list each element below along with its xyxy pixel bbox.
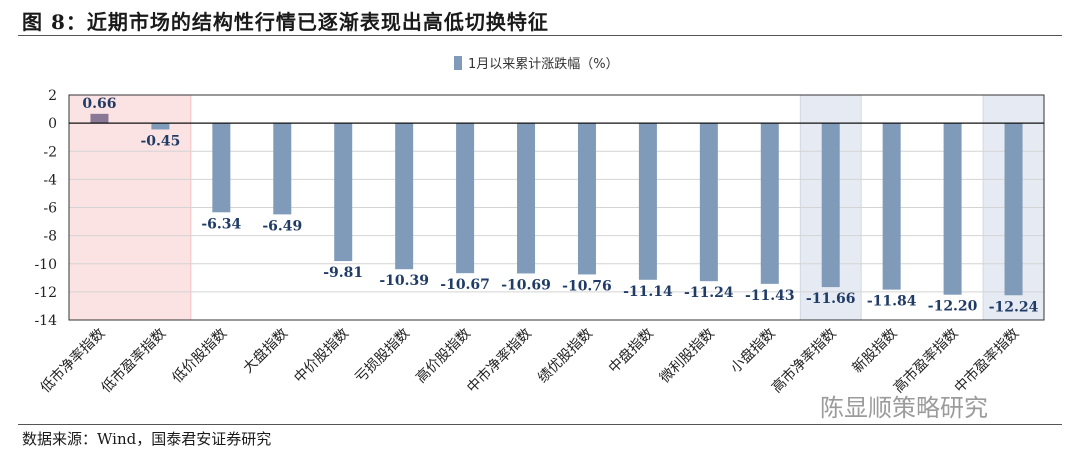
data-label: -6.49	[262, 218, 302, 234]
bar	[638, 123, 657, 280]
bar	[517, 123, 536, 274]
bar	[334, 123, 353, 262]
bar	[395, 123, 414, 270]
top-rule	[18, 35, 1062, 36]
y-tick-label: -12	[34, 285, 57, 301]
data-label: -11.43	[745, 288, 795, 304]
y-tick-label: -14	[34, 313, 57, 329]
category-label: 绩优股指数	[535, 326, 596, 387]
category-label: 新股指数	[850, 326, 901, 377]
y-tick-label: 0	[48, 116, 57, 132]
data-label: -11.14	[623, 284, 673, 300]
category-label: 中盘指数	[605, 325, 657, 377]
watermark: 陈显顺策略研究	[820, 394, 988, 422]
bar	[151, 123, 170, 130]
legend-label: 1月以来累计涨跌幅（%）	[468, 56, 619, 72]
bar	[699, 123, 718, 282]
data-label: 0.66	[82, 96, 116, 112]
category-label: 低价股指数	[169, 326, 230, 387]
data-label: -12.20	[928, 299, 978, 315]
category-label: 微利股指数	[657, 326, 718, 387]
category-label: 中市盈率指数	[951, 325, 1022, 396]
bottom-rule	[18, 424, 1062, 425]
bar	[273, 123, 292, 215]
y-tick-label: -4	[43, 172, 57, 188]
bar	[1004, 123, 1023, 296]
y-tick-label: -8	[43, 229, 57, 245]
data-label: -10.39	[379, 273, 429, 289]
y-tick-label: -6	[43, 201, 57, 217]
category-label: 高市盈率指数	[890, 325, 961, 396]
bar-chart: 2 0 -2 -4 -6 -8 -10 -12 -14 0.66 低市净率指数 -0.45 低市盈率指数…	[34, 56, 1045, 396]
bar	[212, 123, 231, 213]
category-label: 中价股指数	[291, 326, 352, 387]
data-label: -0.45	[140, 133, 180, 149]
data-label: -10.67	[440, 277, 490, 293]
bar	[760, 123, 779, 284]
bar	[456, 123, 475, 274]
data-label: -10.76	[562, 278, 612, 294]
bar	[821, 123, 840, 288]
y-tick-label: 2	[48, 88, 57, 104]
category-label: 低市净率指数	[37, 325, 108, 396]
category-label: 高价股指数	[412, 325, 474, 387]
data-label: -6.34	[201, 216, 241, 232]
data-label: -9.81	[323, 265, 363, 281]
legend-swatch	[454, 56, 462, 70]
data-label: -12.24	[989, 299, 1039, 315]
category-label: 亏损股指数	[352, 326, 413, 387]
plot-frame	[68, 94, 1045, 321]
data-label: -11.24	[684, 285, 734, 301]
figure-title: 图 8：近期市场的结构性行情已逐渐表现出高低切换特征	[22, 10, 549, 34]
source-note: 数据来源：Wind，国泰君安证券研究	[22, 430, 272, 448]
data-label: -11.84	[867, 294, 917, 310]
category-label: 小盘指数	[727, 325, 779, 377]
data-label: -11.66	[806, 291, 856, 307]
category-label: 中市净率指数	[463, 325, 534, 396]
bar	[882, 123, 901, 290]
bar	[577, 123, 596, 275]
category-label: 低市盈率指数	[98, 325, 169, 396]
y-tick-label: -2	[43, 144, 57, 160]
category-label: 高市净率指数	[768, 325, 839, 396]
y-tick-label: -10	[34, 257, 57, 273]
data-label: -10.69	[501, 277, 551, 293]
bar	[943, 123, 962, 295]
bar	[90, 113, 109, 124]
category-label: 大盘指数	[239, 325, 291, 377]
